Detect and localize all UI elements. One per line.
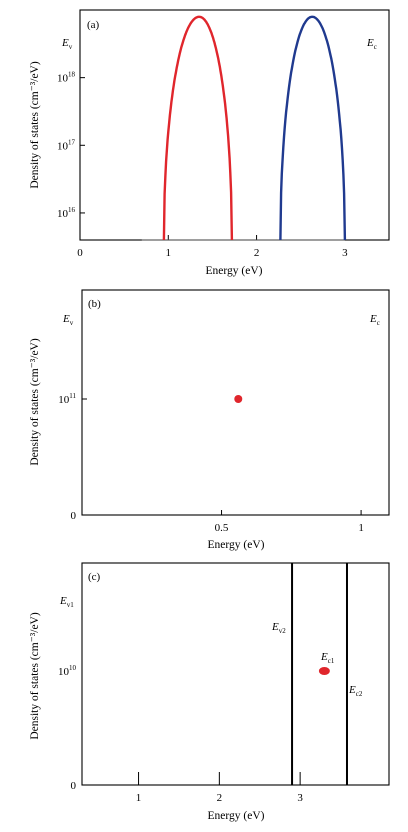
panel-a-series xyxy=(141,15,347,241)
panel-c-x-tick-label-2: 3 xyxy=(297,792,303,804)
panel-a-frame xyxy=(79,9,390,241)
panel-a-y-tick-label-2-exponent: 18 xyxy=(68,71,76,79)
panel-b-ec-label: Ec xyxy=(369,313,380,327)
panel-a-series-line-1 xyxy=(279,15,347,241)
panel-b-y-axis-label: Density of states (cm⁻³/eV) xyxy=(29,338,41,466)
panel-b-y-tick-label-1: 1011 xyxy=(58,392,76,406)
panel-a-ev-sub: v xyxy=(69,43,73,51)
panel-c-x-ticks: 1 2 3 xyxy=(136,772,303,804)
panel-b-y-tick-label-0: 0 xyxy=(71,510,77,522)
panel-c-vlines xyxy=(291,563,348,785)
panel-a-x-axis-label: Energy (eV) xyxy=(206,265,263,277)
panel-a-y-tick-label-1-exponent: 17 xyxy=(68,138,76,146)
panel-a-x-tick-label-1: 1 xyxy=(166,247,172,259)
panel-c-ec2-label: Ec2 xyxy=(348,684,363,698)
panel-c-ev2-sub: v2 xyxy=(279,627,287,635)
panel-c-x-tick-label-0: 1 xyxy=(136,792,142,804)
panel-c-y-ticks: 0 1010 xyxy=(58,664,77,792)
panel-a-x-tick-label-3: 3 xyxy=(342,247,348,259)
panel-b-label: (b) xyxy=(88,298,101,310)
panel-c-point-0 xyxy=(318,667,330,675)
panel-a-label: (a) xyxy=(87,19,100,31)
panel-a-x-ticks: 0 1 2 3 xyxy=(77,235,348,259)
panel-c-y-tick-label-1-exponent: 10 xyxy=(69,664,77,672)
panel-b-ev-sub: v xyxy=(70,319,74,327)
panel-a-ec-label: Ec xyxy=(366,37,377,51)
panel-b-x-tick-label-0: 0.5 xyxy=(215,522,229,534)
panel-a-y-tick-label-0: 1016 xyxy=(57,206,76,220)
panel-a-ec-sub: c xyxy=(374,43,377,51)
panel-a-y-tick-label-2: 1018 xyxy=(57,71,76,85)
panel-a-y-tick-label-1: 1017 xyxy=(57,138,76,152)
panel-b-x-axis-label: Energy (eV) xyxy=(208,539,265,551)
panel-c-frame xyxy=(81,562,390,786)
panel-b-y-ticks: 0 1011 xyxy=(58,392,87,522)
panel-c-label: (c) xyxy=(88,571,101,583)
panel-a-y-ticks: 1016 1017 1018 xyxy=(57,71,85,220)
panel-c-ec2-sub: c2 xyxy=(356,690,363,698)
panel-c-ev2-label: Ev2 xyxy=(271,621,286,635)
panel-b-y-tick-label-1-exponent: 11 xyxy=(69,392,76,400)
panel-c-y-axis-label: Density of states (cm⁻³/eV) xyxy=(29,612,41,740)
panel-c-ev1-sub: v1 xyxy=(67,601,75,609)
panel-c-y-tick-label-0: 0 xyxy=(71,780,77,792)
panel-a-y-axis-label: Density of states (cm⁻³/eV) xyxy=(29,61,41,189)
panel-a-x-tick-label-2: 2 xyxy=(254,247,260,259)
panel-c-y-tick-label-1: 1010 xyxy=(58,664,77,678)
panel-b-x-ticks: 0.5 1 xyxy=(215,510,364,534)
panel-b-frame xyxy=(81,289,390,516)
panel-b-point-0 xyxy=(234,395,243,403)
panel-c: (c) Ev1 Ev2 Ec1 Ec2 1 2 3 0 1010 Energy (eV… xyxy=(29,562,390,822)
panel-c-points xyxy=(318,667,330,675)
panel-a-series-line-0 xyxy=(162,15,234,241)
panel-b-ev-label: Ev xyxy=(62,313,74,327)
panel-b-x-tick-label-1: 1 xyxy=(358,522,364,534)
panel-c-ev1-label: Ev1 xyxy=(59,595,74,609)
panel-a-ev-label: Ev xyxy=(61,37,73,51)
panel-c-x-axis-label: Energy (eV) xyxy=(208,810,265,822)
panel-a-x-tick-label-0: 0 xyxy=(77,247,83,259)
panel-c-ec1-label: Ec1 xyxy=(320,651,335,665)
panel-c-ec1-sub: c1 xyxy=(328,657,335,665)
panel-b-points xyxy=(234,395,243,403)
panel-a-y-tick-label-0-exponent: 16 xyxy=(68,206,76,214)
panel-b-ec-sub: c xyxy=(377,319,380,327)
panel-c-x-tick-label-1: 2 xyxy=(217,792,223,804)
